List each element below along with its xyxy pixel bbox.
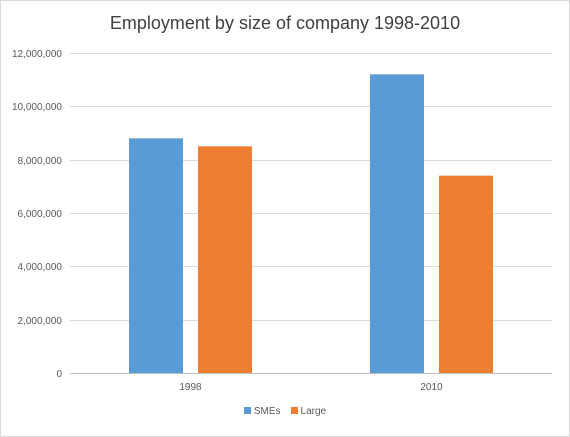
legend-label: Large bbox=[300, 406, 327, 417]
chart-legend: SMEs Large bbox=[0, 406, 570, 417]
x-tick-label: 1998 bbox=[179, 382, 202, 393]
bar-smes-1998 bbox=[129, 138, 183, 373]
y-tick-label: 4,000,000 bbox=[18, 262, 63, 273]
y-tick-label: 8,000,000 bbox=[18, 156, 63, 167]
y-tick-label: 6,000,000 bbox=[18, 209, 63, 220]
legend-item: Large bbox=[290, 406, 327, 417]
bar-smes-2010 bbox=[370, 74, 424, 373]
legend-swatch bbox=[243, 407, 251, 414]
legend-swatch bbox=[290, 407, 298, 414]
y-tick-label: 0 bbox=[56, 369, 62, 380]
x-tick-label: 2010 bbox=[420, 382, 443, 393]
legend-label: SMEs bbox=[253, 406, 281, 417]
bar-large-2010 bbox=[439, 175, 493, 373]
bar-large-1998 bbox=[198, 146, 252, 373]
legend-item: SMEs bbox=[243, 406, 281, 417]
y-tick-label: 12,000,000 bbox=[12, 49, 62, 60]
chart-title: Employment by size of company 1998-2010 bbox=[109, 13, 461, 33]
y-tick-label: 10,000,000 bbox=[12, 102, 62, 113]
y-tick-label: 2,000,000 bbox=[18, 316, 63, 327]
